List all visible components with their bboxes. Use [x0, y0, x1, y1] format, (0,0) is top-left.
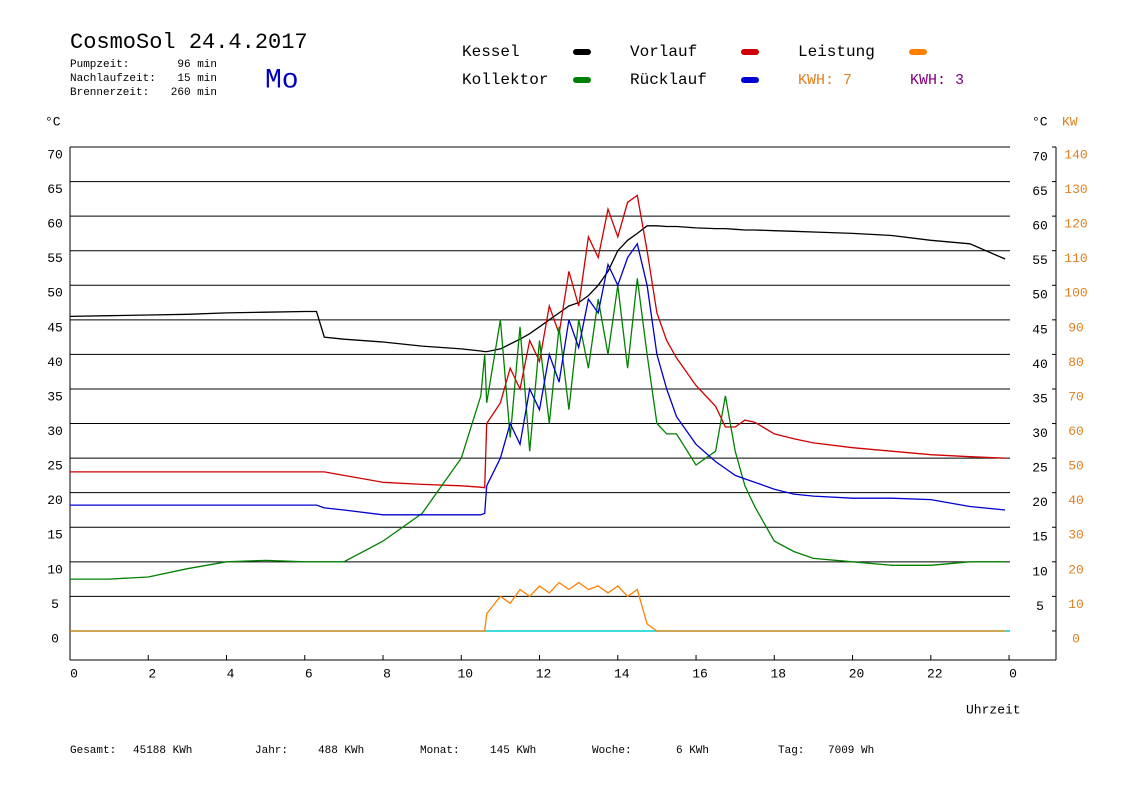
y-right-tick-label: 15 — [1032, 530, 1048, 545]
info-label: Nachlaufzeit: — [70, 73, 156, 85]
y-right-tick-label: 30 — [1032, 426, 1048, 441]
y2-tick-label: 40 — [1068, 493, 1084, 508]
footer-value: 7009 Wh — [828, 745, 874, 757]
y-unit: °C — [45, 114, 61, 129]
y2-tick-label: 30 — [1068, 528, 1084, 543]
y-tick-label: 0 — [51, 631, 59, 646]
y2-tick-label: 130 — [1064, 182, 1087, 197]
y-tick-label: 60 — [47, 217, 63, 232]
info-value: 260 min — [171, 87, 217, 99]
y2-unit: KW — [1062, 114, 1078, 129]
y-right-tick-label: 55 — [1032, 253, 1048, 268]
x-tick-label: 18 — [770, 666, 786, 681]
legend-label: Rücklauf — [630, 71, 707, 89]
y-tick-label: 35 — [47, 389, 63, 404]
y-tick-label: 70 — [47, 147, 63, 162]
legend-label: Leistung — [798, 43, 875, 61]
info-value: 96 min — [177, 59, 217, 71]
x-tick-label: 2 — [148, 666, 156, 681]
y-right-tick-label: 25 — [1032, 461, 1048, 476]
footer-value: 145 KWh — [490, 745, 536, 757]
y-right-tick-label: 70 — [1032, 149, 1048, 164]
y-tick-label: 5 — [51, 597, 59, 612]
legend-label: Vorlauf — [630, 43, 697, 61]
x-tick-label: 12 — [536, 666, 552, 681]
footer-value: 6 KWh — [676, 745, 709, 757]
series-line — [69, 225, 1006, 353]
day-label: Mo — [265, 65, 299, 96]
series-line — [70, 581, 1006, 632]
x-tick-label: 0 — [70, 666, 78, 681]
y2-tick-label: 60 — [1068, 424, 1084, 439]
x-tick-label: 4 — [227, 666, 235, 681]
footer-label: Jahr: — [255, 745, 288, 757]
x-tick-label: 14 — [614, 666, 630, 681]
x-axis-label: Uhrzeit — [966, 702, 1021, 717]
y-right-tick-label: 40 — [1032, 357, 1048, 372]
x-tick-label: 20 — [849, 666, 865, 681]
y-tick-label: 30 — [47, 424, 63, 439]
y-tick-label: 45 — [47, 320, 63, 335]
y-tick-label: 10 — [47, 562, 63, 577]
legend-label: Kollektor — [462, 71, 548, 89]
series-line — [70, 242, 1006, 516]
kwh-label: KWH: 3 — [910, 72, 964, 89]
footer-label: Monat: — [420, 745, 460, 757]
y2-tick-label: 0 — [1072, 631, 1080, 646]
series-line — [70, 194, 1006, 489]
legend-label: Kessel — [462, 43, 520, 61]
y-right-unit: °C — [1032, 114, 1048, 129]
y-tick-label: 20 — [47, 493, 63, 508]
footer-value: 45188 KWh — [133, 745, 192, 757]
y2-tick-label: 80 — [1068, 355, 1084, 370]
footer-label: Woche: — [592, 745, 632, 757]
kwh-label: KWH: 7 — [798, 72, 852, 89]
y2-tick-label: 50 — [1068, 459, 1084, 474]
info-label: Pumpzeit: — [70, 59, 129, 71]
y-tick-label: 55 — [47, 251, 63, 266]
x-tick-label: 10 — [457, 666, 473, 681]
y-tick-label: 65 — [47, 182, 63, 197]
y-right-tick-label: 60 — [1032, 219, 1048, 234]
y2-tick-label: 100 — [1064, 286, 1087, 301]
series-line — [70, 278, 1006, 580]
y-right-tick-label: 45 — [1032, 322, 1048, 337]
y2-tick-label: 70 — [1068, 389, 1084, 404]
y-tick-label: 40 — [47, 355, 63, 370]
y-right-tick-label: 5 — [1036, 599, 1044, 614]
y-tick-label: 15 — [47, 528, 63, 543]
y2-tick-label: 110 — [1064, 251, 1087, 266]
y-tick-label: 25 — [47, 459, 63, 474]
x-tick-label: 16 — [692, 666, 708, 681]
y2-tick-label: 140 — [1064, 147, 1087, 162]
y2-tick-label: 90 — [1068, 320, 1084, 335]
y2-tick-label: 120 — [1064, 217, 1087, 232]
chart-title: CosmoSol 24.4.2017 — [70, 30, 308, 55]
y-right-tick-label: 65 — [1032, 184, 1048, 199]
y-right-tick-label: 50 — [1032, 288, 1048, 303]
x-tick-label: 0 — [1009, 666, 1017, 681]
x-tick-label: 6 — [305, 666, 313, 681]
y2-tick-label: 10 — [1068, 597, 1084, 612]
y-right-tick-label: 20 — [1032, 495, 1048, 510]
y-right-tick-label: 10 — [1032, 564, 1048, 579]
y-tick-label: 50 — [47, 286, 63, 301]
y2-tick-label: 20 — [1068, 562, 1084, 577]
footer-label: Gesamt: — [70, 745, 116, 757]
footer-value: 488 KWh — [318, 745, 364, 757]
x-tick-label: 22 — [927, 666, 943, 681]
footer-label: Tag: — [778, 745, 804, 757]
info-label: Brennerzeit: — [70, 87, 149, 99]
x-tick-label: 8 — [383, 666, 391, 681]
y-right-tick-label: 35 — [1032, 391, 1048, 406]
info-value: 15 min — [177, 73, 217, 85]
